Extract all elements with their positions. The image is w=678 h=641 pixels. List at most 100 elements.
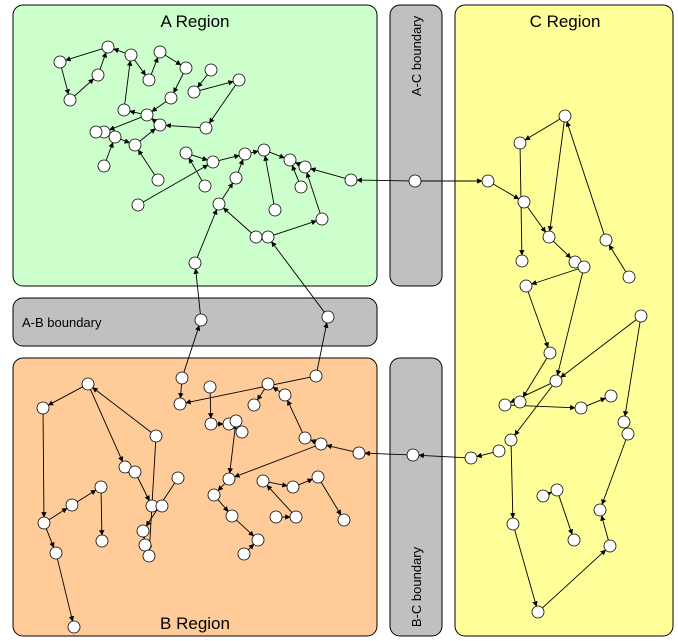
- node-circle: [558, 109, 572, 123]
- edge-arrow: [601, 439, 627, 505]
- node-circle: [49, 546, 63, 560]
- node-circle: [278, 388, 292, 402]
- edge-arrow: [310, 167, 346, 179]
- node-circle: [536, 489, 550, 503]
- node-circle: [286, 480, 300, 494]
- edge-arrow: [217, 499, 229, 512]
- node-circle: [621, 427, 635, 441]
- node-circle: [593, 503, 607, 517]
- node-circle: [311, 470, 325, 484]
- edge-arrow: [542, 549, 606, 609]
- edge-arrow: [492, 183, 520, 200]
- node-circle: [117, 103, 131, 117]
- node-circle: [173, 397, 187, 411]
- node-circle: [309, 369, 323, 383]
- node-circle: [164, 91, 178, 105]
- node-circle: [634, 309, 648, 323]
- node-circle: [315, 212, 329, 226]
- edge-arrow: [183, 325, 201, 373]
- boundary-bc: [389, 357, 443, 637]
- node-circle: [515, 254, 529, 268]
- node-circle: [124, 48, 138, 62]
- node-circle: [175, 371, 189, 385]
- edge-arrow: [263, 155, 275, 205]
- node-circle: [207, 488, 221, 502]
- edge-arrow: [41, 413, 47, 518]
- edge-arrow: [164, 54, 182, 66]
- node-circle: [289, 510, 303, 524]
- edge-arrow: [150, 57, 159, 75]
- node-circle: [519, 279, 533, 293]
- edge-arrow: [510, 445, 516, 519]
- region-a: [12, 4, 378, 287]
- edge-arrow: [208, 392, 214, 419]
- node-circle: [171, 471, 185, 485]
- node-circle: [261, 377, 275, 391]
- node-circle: [531, 605, 545, 619]
- edge-arrow: [146, 441, 157, 551]
- edge-arrow: [47, 386, 83, 406]
- node-circle: [142, 73, 156, 87]
- node-circle: [151, 173, 165, 187]
- node-circle: [89, 125, 103, 139]
- edge-arrow: [137, 149, 156, 176]
- boundary-bc-label: B-C boundary: [409, 546, 424, 627]
- node-circle: [321, 310, 335, 324]
- edge-arrow: [531, 268, 579, 286]
- node-circle: [179, 146, 193, 160]
- node-circle: [504, 433, 518, 447]
- node-circle: [604, 389, 618, 403]
- node-circle: [204, 63, 218, 77]
- edge-arrow: [178, 383, 184, 399]
- region-c-label: C Region: [530, 12, 601, 31]
- node-circle: [232, 73, 246, 87]
- node-circle: [199, 121, 213, 135]
- edge-arrow: [137, 477, 150, 502]
- edge-arrow: [256, 388, 266, 401]
- edge-arrow: [236, 519, 254, 537]
- node-circle: [481, 174, 495, 188]
- node-circle: [256, 474, 270, 488]
- node-circle: [179, 61, 193, 75]
- node-circle: [622, 270, 636, 284]
- edge-arrow: [310, 439, 317, 445]
- edge-arrow: [287, 399, 303, 433]
- edge-arrow: [247, 543, 255, 551]
- node-circle: [36, 401, 50, 415]
- node-circle: [408, 174, 422, 188]
- node-circle: [406, 448, 420, 462]
- node-circle: [212, 197, 226, 211]
- edge-arrow: [273, 219, 317, 236]
- edge-arrow: [221, 182, 234, 200]
- edge-arrow: [305, 172, 321, 214]
- edge-arrow: [268, 481, 288, 488]
- region-c: [454, 4, 674, 637]
- edge-arrow: [227, 426, 236, 474]
- edge-arrow: [600, 515, 609, 541]
- edge-arrow: [553, 240, 572, 259]
- edge-arrow: [294, 162, 301, 168]
- edge-arrow: [142, 164, 209, 203]
- boundary-ac-label: A-C boundary: [409, 15, 424, 96]
- node-circle: [204, 417, 218, 431]
- edge-arrow: [223, 207, 252, 234]
- node-circle: [198, 179, 212, 193]
- node-circle: [67, 620, 81, 634]
- node-circle: [194, 313, 208, 327]
- edge-arrow: [45, 528, 55, 548]
- edge-arrow: [527, 206, 546, 233]
- node-circle: [492, 444, 506, 458]
- node-circle: [203, 380, 217, 394]
- node-circle: [91, 68, 105, 82]
- edge-arrow: [250, 149, 259, 155]
- edge-arrow: [129, 109, 142, 115]
- node-circle: [314, 437, 328, 451]
- node-circle: [235, 425, 249, 439]
- edge-arrow: [565, 121, 605, 235]
- edge-arrow: [272, 386, 281, 393]
- node-circle: [464, 451, 478, 465]
- edge-arrow: [364, 450, 408, 457]
- node-circle: [567, 533, 581, 547]
- node-circle: [238, 147, 252, 161]
